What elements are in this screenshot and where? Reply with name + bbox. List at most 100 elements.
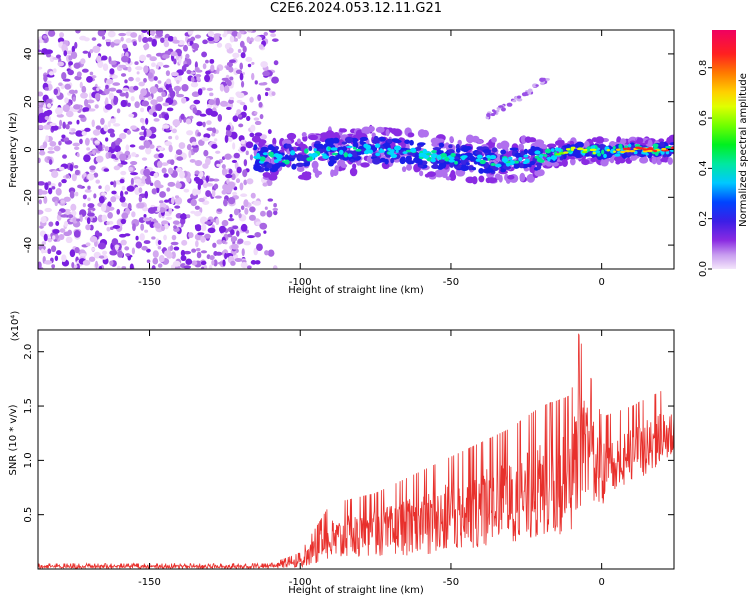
line-core-blob bbox=[332, 137, 340, 144]
line-halo-blob bbox=[417, 129, 427, 138]
noise-blob bbox=[118, 32, 127, 37]
line-bright-blob bbox=[660, 150, 665, 155]
noise-blob bbox=[168, 144, 173, 153]
line-core-blob bbox=[345, 150, 354, 154]
noise-blob bbox=[202, 121, 206, 128]
noise-blob bbox=[49, 141, 57, 147]
noise-blob bbox=[104, 146, 110, 152]
line-core-blob bbox=[296, 146, 301, 151]
noise-blob bbox=[253, 117, 260, 121]
noise-blob bbox=[214, 195, 222, 199]
line-core-blob bbox=[372, 157, 381, 165]
noise-blob bbox=[159, 203, 167, 209]
noise-blob bbox=[225, 129, 232, 137]
noise-blob bbox=[51, 170, 59, 179]
line-halo-blob bbox=[629, 156, 637, 161]
noise-blob bbox=[165, 78, 172, 85]
noise-blob bbox=[63, 220, 69, 227]
noise-blob bbox=[229, 76, 234, 81]
noise-blob bbox=[81, 68, 89, 73]
noise-blob bbox=[150, 99, 158, 106]
line-core-blob bbox=[520, 150, 525, 157]
line-bright-blob bbox=[508, 156, 513, 160]
noise-blob bbox=[227, 197, 236, 205]
noise-blob bbox=[40, 216, 47, 224]
snr-background bbox=[38, 330, 674, 569]
line-core-blob bbox=[527, 163, 532, 168]
noise-blob bbox=[133, 85, 139, 91]
noise-blob bbox=[272, 207, 279, 212]
harmonic-blob bbox=[512, 99, 517, 103]
noise-blob bbox=[94, 140, 100, 144]
noise-blob bbox=[267, 198, 274, 202]
noise-blob bbox=[112, 225, 121, 229]
noise-blob bbox=[249, 206, 256, 213]
noise-blob bbox=[110, 181, 114, 186]
noise-blob bbox=[273, 203, 277, 208]
line-bright-blob bbox=[544, 154, 548, 158]
line-halo-blob bbox=[560, 139, 565, 146]
noise-blob bbox=[65, 110, 74, 118]
noise-blob bbox=[221, 156, 226, 161]
line-bright-blob bbox=[260, 156, 266, 162]
noise-blob bbox=[124, 150, 131, 156]
line-halo-blob bbox=[315, 170, 323, 176]
noise-blob bbox=[247, 235, 255, 239]
line-bright-blob bbox=[309, 156, 313, 160]
noise-blob bbox=[70, 51, 78, 59]
noise-blob bbox=[170, 241, 179, 246]
noise-blob bbox=[162, 124, 170, 129]
noise-blob bbox=[200, 260, 207, 266]
noise-blob bbox=[47, 248, 52, 255]
noise-blob bbox=[83, 172, 87, 177]
noise-blob bbox=[147, 96, 153, 101]
noise-blob bbox=[224, 153, 232, 160]
noise-blob bbox=[101, 35, 106, 40]
noise-blob bbox=[110, 196, 117, 203]
line-core-blob bbox=[329, 156, 335, 162]
noise-blob bbox=[213, 259, 218, 267]
noise-blob bbox=[169, 244, 174, 251]
line-bright-blob bbox=[554, 147, 560, 152]
line-halo-blob bbox=[534, 169, 544, 177]
harmonic-blob bbox=[517, 95, 521, 99]
noise-blob bbox=[138, 187, 143, 194]
noise-blob bbox=[77, 184, 83, 189]
line-bright-blob bbox=[436, 154, 442, 160]
noise-blob bbox=[272, 265, 278, 269]
noise-blob bbox=[250, 192, 256, 199]
line-halo-blob bbox=[465, 134, 475, 144]
line-halo-blob bbox=[620, 138, 627, 145]
noise-blob bbox=[266, 179, 273, 187]
line-core-blob bbox=[417, 142, 426, 146]
line-bright-blob bbox=[347, 153, 352, 158]
line-core-blob bbox=[399, 150, 405, 156]
noise-blob bbox=[140, 223, 145, 231]
line-bright-blob bbox=[338, 149, 344, 155]
noise-blob bbox=[211, 189, 216, 198]
noise-blob bbox=[46, 80, 52, 85]
noise-blob bbox=[84, 127, 91, 132]
noise-blob bbox=[144, 229, 149, 233]
noise-blob bbox=[177, 52, 182, 57]
line-core-blob bbox=[409, 139, 414, 146]
line-bright-blob bbox=[476, 154, 483, 159]
noise-blob bbox=[50, 125, 59, 131]
noise-blob bbox=[179, 213, 188, 220]
noise-blob bbox=[108, 151, 112, 159]
noise-blob bbox=[143, 214, 147, 218]
line-halo-blob bbox=[392, 128, 402, 137]
line-hot-blob bbox=[661, 147, 667, 151]
noise-blob bbox=[235, 69, 243, 75]
line-core-blob bbox=[478, 168, 485, 174]
line-core-blob bbox=[500, 168, 507, 173]
line-core-blob bbox=[315, 143, 324, 150]
noise-blob bbox=[48, 221, 54, 227]
line-hot-blob bbox=[606, 149, 611, 152]
noise-blob bbox=[237, 238, 244, 244]
noise-blob bbox=[208, 99, 215, 106]
line-bright-blob bbox=[547, 157, 551, 162]
noise-blob bbox=[57, 211, 62, 216]
noise-blob bbox=[111, 238, 119, 246]
line-bright-blob bbox=[308, 153, 313, 157]
